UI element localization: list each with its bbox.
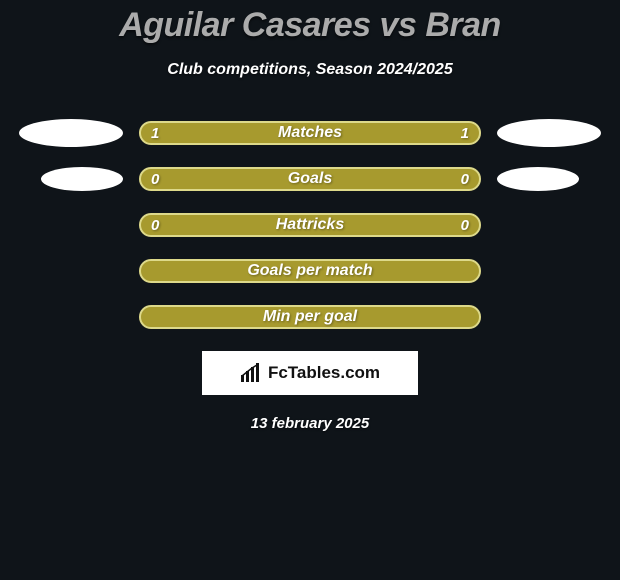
brand-box[interactable]: FcTables.com (202, 351, 418, 395)
stat-bar: Min per goal (139, 305, 481, 329)
page-title: Aguilar Casares vs Bran (0, 0, 620, 45)
ellipse-spacer (497, 257, 601, 285)
stat-row: 0 Goals 0 (0, 167, 620, 191)
page-date: 13 february 2025 (0, 415, 620, 432)
ellipse-right-icon (497, 167, 579, 191)
ellipse-spacer (497, 211, 601, 239)
stat-bar: 0 Hattricks 0 (139, 213, 481, 237)
bars-chart-icon (240, 363, 262, 383)
stat-bar: 1 Matches 1 (139, 121, 481, 145)
stat-value-right: 0 (461, 217, 469, 234)
ellipse-spacer (19, 211, 123, 239)
stat-label: Goals per match (247, 262, 372, 280)
ellipse-left-icon (19, 119, 123, 147)
stat-label: Matches (278, 124, 342, 142)
brand-text: FcTables.com (268, 363, 380, 383)
stat-row: Goals per match (0, 259, 620, 283)
ellipse-left-icon (41, 167, 123, 191)
ellipse-spacer (19, 257, 123, 285)
ellipse-right-icon (497, 119, 601, 147)
stat-value-right: 0 (461, 171, 469, 188)
stat-bar: 0 Goals 0 (139, 167, 481, 191)
stat-label: Hattricks (276, 216, 344, 234)
ellipse-spacer (497, 303, 601, 331)
stat-row: 0 Hattricks 0 (0, 213, 620, 237)
stats-container: 1 Matches 1 0 Goals 0 0 Hattricks 0 Goals per mat… (0, 121, 620, 329)
stat-row: 1 Matches 1 (0, 121, 620, 145)
stat-label: Goals (288, 170, 332, 188)
stat-value-left: 0 (151, 217, 159, 234)
stat-label: Min per goal (263, 308, 357, 326)
page-subtitle: Club competitions, Season 2024/2025 (0, 61, 620, 79)
stat-row: Min per goal (0, 305, 620, 329)
stat-value-right: 1 (461, 125, 469, 142)
stat-value-left: 1 (151, 125, 159, 142)
stat-bar: Goals per match (139, 259, 481, 283)
stat-value-left: 0 (151, 171, 159, 188)
ellipse-spacer (19, 303, 123, 331)
